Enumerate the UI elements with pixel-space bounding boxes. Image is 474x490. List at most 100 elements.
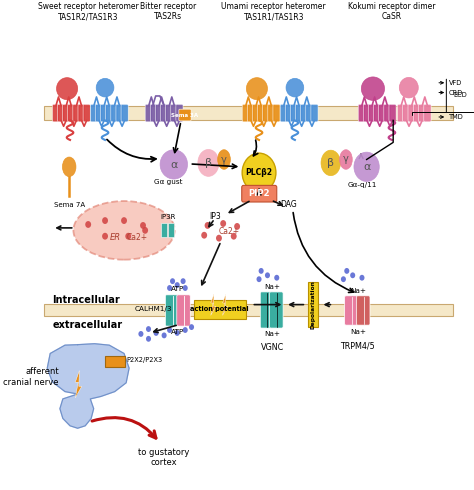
Ellipse shape — [218, 150, 230, 169]
FancyBboxPatch shape — [270, 292, 283, 328]
Circle shape — [205, 222, 210, 229]
Circle shape — [174, 282, 180, 288]
Text: action potential: action potential — [191, 307, 249, 313]
Polygon shape — [47, 343, 129, 428]
Text: Na+: Na+ — [350, 288, 366, 294]
Ellipse shape — [246, 77, 267, 99]
Circle shape — [344, 268, 349, 274]
Circle shape — [259, 268, 264, 274]
FancyBboxPatch shape — [268, 104, 275, 122]
Circle shape — [216, 235, 222, 242]
FancyBboxPatch shape — [273, 104, 280, 122]
Bar — [105, 356, 125, 367]
Text: Bitter receptor
TAS2Rs: Bitter receptor TAS2Rs — [140, 1, 196, 21]
FancyBboxPatch shape — [242, 185, 277, 202]
FancyBboxPatch shape — [311, 104, 318, 122]
Text: extracellular: extracellular — [52, 320, 122, 330]
FancyBboxPatch shape — [364, 104, 371, 122]
FancyBboxPatch shape — [121, 104, 128, 122]
Text: Ca2+: Ca2+ — [219, 227, 240, 236]
Circle shape — [201, 232, 207, 239]
FancyBboxPatch shape — [73, 104, 80, 122]
Circle shape — [146, 336, 151, 342]
FancyBboxPatch shape — [280, 104, 287, 122]
FancyBboxPatch shape — [91, 104, 98, 122]
Text: Intracellular: Intracellular — [52, 294, 120, 305]
FancyBboxPatch shape — [116, 104, 123, 122]
Text: Ca2+: Ca2+ — [126, 233, 147, 242]
FancyBboxPatch shape — [95, 104, 102, 122]
Circle shape — [167, 285, 172, 291]
FancyBboxPatch shape — [83, 104, 90, 122]
Bar — [308, 282, 318, 327]
Text: α: α — [363, 162, 370, 172]
Circle shape — [140, 222, 146, 229]
FancyBboxPatch shape — [345, 296, 358, 325]
FancyBboxPatch shape — [247, 104, 255, 122]
Text: ER: ER — [110, 233, 121, 242]
FancyBboxPatch shape — [179, 109, 191, 121]
FancyBboxPatch shape — [63, 104, 70, 122]
Text: Depolarization: Depolarization — [310, 280, 316, 329]
Text: α: α — [170, 160, 177, 170]
FancyBboxPatch shape — [161, 104, 168, 122]
FancyBboxPatch shape — [106, 104, 113, 122]
Text: ATP: ATP — [172, 286, 185, 293]
FancyBboxPatch shape — [306, 104, 313, 122]
Circle shape — [142, 227, 148, 234]
FancyBboxPatch shape — [57, 104, 64, 122]
Text: Na+: Na+ — [264, 284, 280, 291]
Text: β: β — [205, 158, 212, 168]
FancyBboxPatch shape — [100, 104, 108, 122]
Text: PIP2: PIP2 — [248, 189, 270, 198]
Bar — [44, 304, 453, 316]
Text: ECD: ECD — [453, 92, 467, 98]
FancyBboxPatch shape — [68, 104, 75, 122]
Text: β: β — [327, 158, 334, 168]
FancyBboxPatch shape — [166, 104, 173, 122]
Circle shape — [256, 276, 262, 282]
Ellipse shape — [321, 150, 340, 175]
Circle shape — [174, 330, 180, 336]
Text: IP3: IP3 — [209, 212, 220, 221]
FancyBboxPatch shape — [291, 104, 298, 122]
Polygon shape — [223, 294, 228, 316]
FancyBboxPatch shape — [424, 104, 431, 122]
FancyBboxPatch shape — [368, 104, 375, 122]
Ellipse shape — [73, 201, 174, 260]
FancyBboxPatch shape — [165, 295, 179, 326]
Text: Gα gust: Gα gust — [154, 179, 182, 185]
Text: Sweet receptor heteromer
TAS1R2/TAS1R3: Sweet receptor heteromer TAS1R2/TAS1R3 — [38, 1, 138, 21]
Circle shape — [350, 272, 355, 278]
Text: TRPM4/5: TRPM4/5 — [340, 341, 375, 350]
FancyBboxPatch shape — [177, 295, 190, 326]
Polygon shape — [211, 294, 216, 316]
Text: iP3R: iP3R — [160, 214, 175, 220]
Circle shape — [125, 233, 131, 240]
Text: ATP: ATP — [172, 329, 185, 335]
FancyBboxPatch shape — [389, 104, 396, 122]
Ellipse shape — [96, 78, 114, 97]
Text: Na+: Na+ — [350, 329, 366, 335]
FancyBboxPatch shape — [78, 104, 85, 122]
Bar — [161, 222, 167, 237]
FancyBboxPatch shape — [52, 104, 60, 122]
FancyBboxPatch shape — [301, 104, 308, 122]
Text: Kokumi receptor dimer
CaSR: Kokumi receptor dimer CaSR — [348, 1, 436, 21]
Circle shape — [102, 217, 108, 224]
Circle shape — [182, 285, 188, 291]
FancyBboxPatch shape — [398, 104, 405, 122]
Circle shape — [167, 327, 172, 333]
Text: afferent
cranial nerve: afferent cranial nerve — [3, 367, 59, 387]
FancyBboxPatch shape — [419, 104, 426, 122]
Ellipse shape — [339, 150, 352, 169]
Ellipse shape — [198, 149, 219, 176]
Text: Sema 3A: Sema 3A — [171, 113, 198, 118]
Bar — [44, 106, 453, 121]
FancyBboxPatch shape — [403, 104, 410, 122]
Circle shape — [189, 324, 194, 330]
FancyBboxPatch shape — [171, 104, 178, 122]
FancyBboxPatch shape — [111, 104, 118, 122]
Circle shape — [85, 221, 91, 228]
Bar — [194, 300, 246, 319]
